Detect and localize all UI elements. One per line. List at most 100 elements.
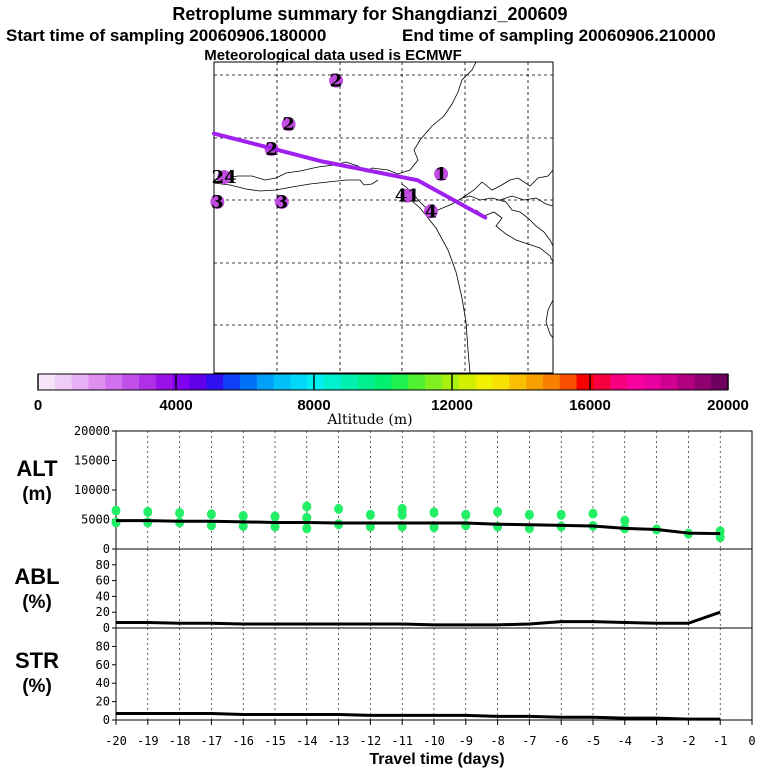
alt-point: [270, 511, 280, 522]
figure-title: Retroplume summary for Shangdianzi_20060…: [172, 4, 567, 24]
colorbar-cell: [340, 374, 359, 390]
alt-point: [302, 523, 312, 534]
alt-point: [302, 501, 312, 512]
alt-point: [334, 503, 344, 514]
colorbar-label: Altitude (m): [326, 412, 412, 428]
colorbar-cell: [223, 374, 241, 390]
plume-marker: [281, 117, 296, 132]
colorbar-cell: [256, 374, 275, 390]
x-tick-label: -19: [137, 734, 159, 748]
colorbar-cell: [54, 374, 73, 390]
alt-ytick-label: 10000: [74, 483, 110, 497]
colorbar-cell: [475, 374, 493, 390]
x-tick-label: -2: [681, 734, 695, 748]
plume-centroid-path: [212, 131, 488, 220]
alt-ytick-label: 20000: [74, 424, 110, 438]
alt-point: [524, 509, 534, 520]
str-ytick-label: 40: [96, 676, 110, 690]
colorbar-cell: [324, 374, 342, 390]
x-axis-label: Travel time (days): [369, 751, 504, 768]
abl-ytick-label: 20: [96, 605, 110, 619]
plume-age-label: 2: [265, 139, 278, 160]
alt-point: [365, 509, 375, 520]
alt-point: [238, 510, 248, 521]
x-tick-label: -8: [490, 734, 504, 748]
altitude-panel: ALT (m) 0 5000 10000 15000 20000: [16, 424, 753, 556]
plume-age-label: 3: [276, 192, 289, 213]
colorbar-cell: [660, 374, 679, 390]
alt-line: [116, 519, 721, 536]
colorbar-cell: [206, 374, 224, 390]
x-tick-label: -11: [391, 734, 413, 748]
plume-age-label: 1: [435, 164, 448, 185]
abl-ytick-label: 60: [96, 574, 110, 588]
colorbar-tick-label: 16000: [569, 397, 611, 414]
colorbar-cell: [307, 374, 325, 390]
alt-ytick-label: 15000: [74, 454, 110, 468]
plume-marker: [329, 73, 344, 88]
colorbar-tick-label: 0: [34, 397, 42, 414]
plume-marker: [210, 194, 225, 209]
colorbar-cell: [542, 374, 561, 390]
alt-point: [620, 515, 630, 526]
colorbar-cell: [610, 374, 628, 390]
abl-label-name: ABL: [14, 564, 59, 589]
colorbar-cell: [425, 374, 443, 390]
abl-ytick-label: 80: [96, 558, 110, 572]
start-sampling-text: Start time of sampling 20060906.180000: [6, 26, 326, 45]
plume-age-label: 3: [211, 192, 224, 213]
x-tick-label: -17: [201, 734, 223, 748]
abl-label-unit: (%): [22, 592, 52, 613]
plume-age-label: 4: [425, 201, 438, 222]
abl-line: [116, 610, 721, 627]
alt-point: [429, 507, 439, 518]
alt-point: [143, 506, 153, 517]
colorbar-cell: [694, 374, 712, 390]
colorbar-cell: [105, 374, 123, 390]
colorbar-cell: [627, 374, 645, 390]
str-line: [116, 712, 721, 721]
colorbar-tick-label: 4000: [159, 397, 192, 414]
colorbar-cell: [357, 374, 376, 390]
str-label-unit: (%): [22, 676, 52, 697]
colorbar-cell: [189, 374, 207, 390]
x-tick-label: -13: [328, 734, 350, 748]
colorbar-cell: [408, 374, 426, 390]
colorbar-cell: [374, 374, 393, 390]
end-sampling-text: End time of sampling 20060906.210000: [402, 26, 716, 45]
colorbar-cell: [492, 374, 510, 390]
plume-age-label: 2: [330, 71, 343, 92]
str-ytick-label: 80: [96, 639, 110, 653]
x-tick-label: -20: [105, 734, 127, 748]
alt-point: [143, 517, 153, 528]
x-tick-label: -1: [713, 734, 727, 748]
map-frame: [213, 61, 554, 374]
colorbar-cell: [711, 374, 729, 390]
str-panel: STR (%) 0 20 40 60 80: [15, 627, 753, 727]
plume-age-label: 41: [395, 186, 420, 207]
alt-point: [111, 517, 121, 528]
colorbar-tick-label: 12000: [431, 397, 473, 414]
x-tick-label: -7: [522, 734, 536, 748]
colorbar-cell: [526, 374, 544, 390]
colorbar-cell: [273, 374, 292, 390]
colorbar-cell: [509, 374, 527, 390]
alt-label-name: ALT: [16, 456, 58, 481]
map-gridlines: [214, 62, 553, 373]
str-label-name: STR: [15, 648, 59, 673]
alt-point: [397, 503, 407, 514]
plume-marker: [274, 194, 289, 209]
alt-point: [302, 512, 312, 523]
x-tick-label: -16: [232, 734, 254, 748]
plume-marker: [423, 204, 438, 219]
x-tick-label: -15: [264, 734, 286, 748]
x-tick-label: -12: [360, 734, 382, 748]
plume-age-label: 24: [212, 167, 237, 188]
alt-label-unit: (m): [22, 484, 52, 505]
colorbar-cell: [391, 374, 409, 390]
met-data-text: Meteorological data used is ECMWF: [204, 47, 462, 64]
plume-marker: [217, 170, 232, 185]
